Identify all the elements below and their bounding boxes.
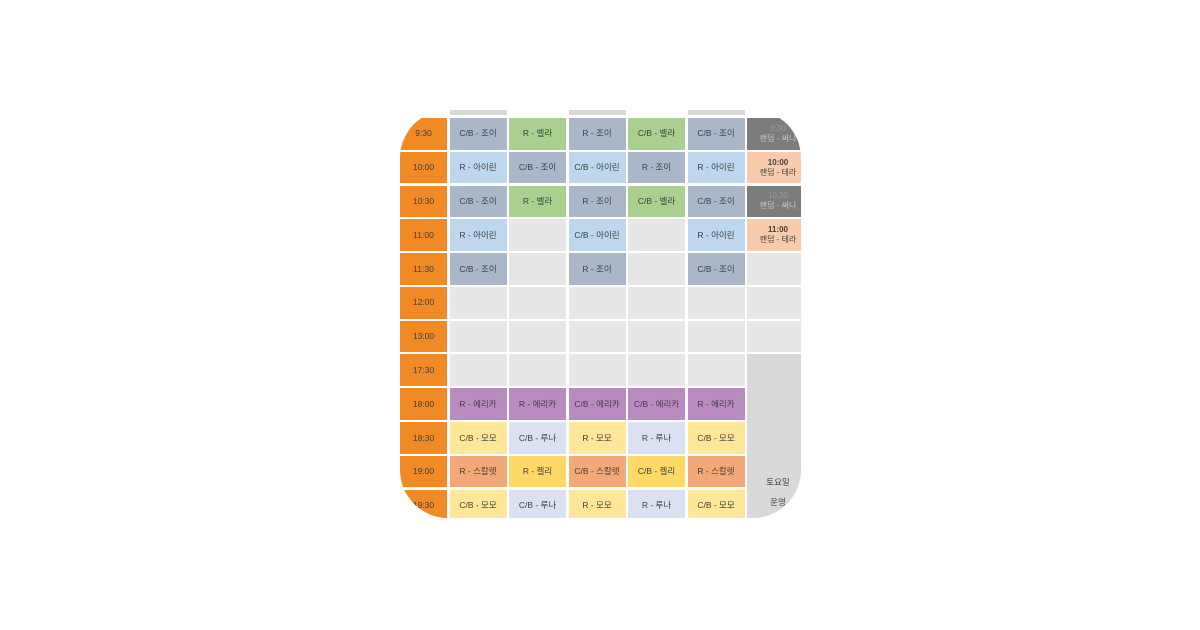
class-cell[interactable]: R - 조이 — [568, 118, 626, 150]
class-cell[interactable]: C/B - 모모 — [687, 422, 745, 454]
class-cell[interactable]: C/B - 루나 — [509, 422, 566, 454]
class-cell[interactable]: R - 에리카 — [449, 388, 507, 420]
empty-cell[interactable] — [449, 354, 507, 387]
class-cell[interactable]: R - 모모 — [568, 422, 626, 454]
empty-cell[interactable] — [568, 286, 626, 319]
class-cell[interactable]: C/B - 에리카 — [628, 388, 685, 420]
cell-text-line: 랜덤 - 테라 — [759, 167, 797, 177]
empty-cell[interactable] — [449, 286, 507, 319]
cell-text-line: 9:30 — [770, 123, 786, 133]
empty-cell[interactable] — [747, 286, 801, 319]
empty-cell[interactable] — [628, 286, 685, 319]
time-cell[interactable]: 17:30 — [400, 354, 447, 387]
cell-text-line: 운영 — [770, 496, 786, 507]
class-cell[interactable]: C/B - 조이 — [449, 253, 507, 285]
class-cell[interactable]: C/B - 켈리 — [628, 455, 685, 488]
empty-cell[interactable] — [628, 320, 685, 353]
cell-text-line: 랜덤 - 써니 — [759, 133, 797, 143]
class-cell[interactable]: R - 루나 — [628, 422, 685, 454]
empty-cell[interactable] — [687, 354, 745, 387]
empty-cell[interactable] — [628, 219, 685, 251]
time-cell[interactable]: 9:30 — [400, 118, 447, 150]
empty-cell[interactable] — [449, 320, 507, 353]
empty-cell[interactable] — [687, 286, 745, 319]
class-cell[interactable]: C/B - 모모 — [449, 422, 507, 454]
class-cell[interactable]: R - 루나 — [628, 489, 685, 518]
cropped-row-sliver — [568, 110, 626, 115]
class-cell[interactable]: R - 아이린 — [449, 151, 507, 184]
class-cell[interactable]: C/B - 조이 — [509, 151, 566, 184]
empty-cell[interactable] — [509, 286, 566, 319]
empty-cell[interactable] — [568, 320, 626, 353]
cell-text-line: 10:00 — [767, 157, 789, 167]
empty-cell[interactable] — [509, 320, 566, 353]
empty-cell[interactable] — [628, 354, 685, 387]
random-session-cell[interactable]: 11:00 랜덤 - 테라 — [747, 219, 801, 251]
time-cell[interactable]: 19:30 — [400, 489, 447, 518]
cropped-row-sliver — [449, 110, 507, 115]
schedule-card: 9:30 C/B - 조이 R - 벨라 R - 조이 C/B - 벨라 C/B - 조이… — [400, 110, 801, 518]
random-session-cell[interactable]: 10:30 랜덤 - 써니 — [747, 185, 801, 218]
class-cell[interactable]: C/B - 모모 — [449, 489, 507, 518]
class-cell[interactable]: R - 켈리 — [509, 455, 566, 488]
time-cell[interactable]: 19:00 — [400, 455, 447, 488]
class-cell[interactable]: R - 에리카 — [687, 388, 745, 420]
schedule-grid: 9:30 C/B - 조이 R - 벨라 R - 조이 C/B - 벨라 C/B - 조이… — [400, 118, 801, 518]
class-cell[interactable]: C/B - 아이린 — [568, 219, 626, 251]
empty-cell[interactable] — [509, 219, 566, 251]
time-cell[interactable]: 11:00 — [400, 219, 447, 251]
class-cell[interactable]: C/B - 모모 — [687, 489, 745, 518]
class-cell[interactable]: R - 벨라 — [509, 118, 566, 150]
time-cell[interactable]: 13:00 — [400, 320, 447, 353]
class-cell[interactable]: C/B - 조이 — [687, 118, 745, 150]
time-cell[interactable]: 18:30 — [400, 422, 447, 454]
class-cell[interactable]: C/B - 조이 — [449, 185, 507, 218]
class-cell[interactable]: C/B - 벨라 — [628, 185, 685, 218]
class-cell[interactable]: R - 스칼렛 — [687, 455, 745, 488]
cell-text-line: 토요일 — [766, 476, 790, 487]
empty-cell[interactable] — [687, 320, 745, 353]
random-session-cell[interactable]: 9:30 랜덤 - 써니 — [747, 118, 801, 150]
class-cell[interactable]: R - 아이린 — [687, 219, 745, 251]
class-cell[interactable]: C/B - 조이 — [449, 118, 507, 150]
class-cell[interactable]: C/B - 벨라 — [628, 118, 685, 150]
class-cell[interactable]: R - 모모 — [568, 489, 626, 518]
empty-cell[interactable] — [747, 253, 801, 285]
empty-cell[interactable] — [509, 253, 566, 285]
time-cell[interactable]: 12:00 — [400, 286, 447, 319]
cropped-row-sliver — [687, 110, 745, 115]
class-cell[interactable]: C/B - 아이린 — [568, 151, 626, 184]
time-cell[interactable]: 10:30 — [400, 185, 447, 218]
empty-cell[interactable] — [628, 253, 685, 285]
class-cell[interactable]: R - 조이 — [568, 185, 626, 218]
class-cell[interactable]: R - 아이린 — [449, 219, 507, 251]
time-cell[interactable]: 18:00 — [400, 388, 447, 420]
class-cell[interactable]: C/B - 조이 — [687, 185, 745, 218]
cell-text-line: 11:00 — [767, 225, 789, 235]
time-cell[interactable]: 11:30 — [400, 253, 447, 285]
class-cell[interactable]: R - 조이 — [568, 253, 626, 285]
class-cell[interactable]: C/B - 루나 — [509, 489, 566, 518]
time-cell[interactable]: 10:00 — [400, 151, 447, 184]
class-cell[interactable]: R - 벨라 — [509, 185, 566, 218]
empty-cell[interactable] — [747, 320, 801, 353]
class-cell[interactable]: R - 아이린 — [687, 151, 745, 184]
cell-text-line: 랜덤 - 써니 — [759, 201, 797, 211]
class-cell[interactable]: R - 조이 — [628, 151, 685, 184]
cell-text-line: 10:30 — [767, 191, 789, 201]
class-cell[interactable]: R - 스칼렛 — [449, 455, 507, 488]
random-session-cell[interactable]: 10:00 랜덤 - 테라 — [747, 151, 801, 184]
class-cell[interactable]: C/B - 스칼렛 — [568, 455, 626, 488]
empty-cell[interactable] — [509, 354, 566, 387]
class-cell[interactable]: C/B - 조이 — [687, 253, 745, 285]
class-cell[interactable]: C/B - 에리카 — [568, 388, 626, 420]
class-cell[interactable]: R - 에리카 — [509, 388, 566, 420]
cell-text-line: 랜덤 - 테라 — [759, 235, 797, 245]
empty-cell[interactable] — [568, 354, 626, 387]
